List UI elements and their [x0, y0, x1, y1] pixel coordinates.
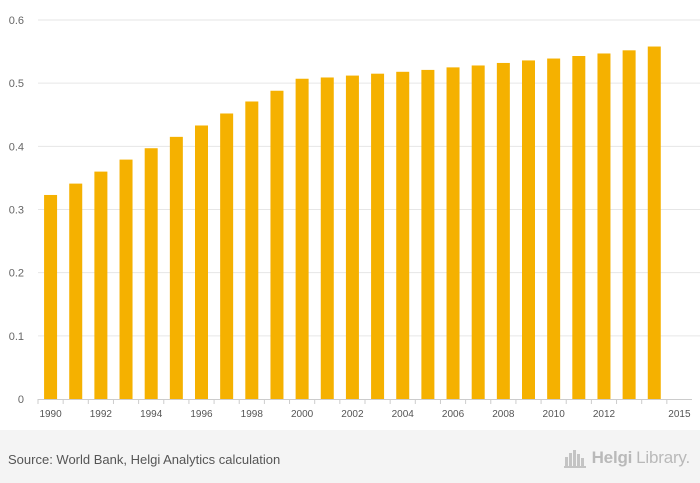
- bar-2004[interactable]: [396, 71, 410, 400]
- chart-area: 0 0.1 0.2 0.3 0.4 0.5 0.6 1990 1992 1994 1996 1998 2…: [9, 15, 700, 420]
- y-tick-label: 0.6: [9, 15, 24, 27]
- y-tick-label: 0.4: [9, 141, 24, 153]
- bar-1995[interactable]: [169, 136, 183, 399]
- x-tick-label: 1998: [241, 409, 264, 420]
- x-tick-label: 1992: [90, 409, 113, 420]
- x-tick-label: 2004: [392, 409, 415, 420]
- bar-chart: 0 0.1 0.2 0.3 0.4 0.5 0.6 1990 1992 1994 1996 1998 2…: [9, 15, 700, 420]
- bar-1994[interactable]: [144, 148, 158, 399]
- y-tick-label: 0.2: [9, 268, 24, 280]
- bar-1998[interactable]: [245, 101, 259, 400]
- bar-1997[interactable]: [220, 113, 234, 399]
- bar-2000[interactable]: [295, 78, 309, 400]
- bar-2009[interactable]: [522, 60, 535, 399]
- bar-2010[interactable]: [547, 58, 561, 399]
- x-tick-label: 1994: [140, 409, 163, 420]
- x-tick-label: 1990: [39, 409, 62, 420]
- bar-2012[interactable]: [597, 53, 611, 399]
- bar-1996[interactable]: [195, 125, 208, 399]
- bar-1990[interactable]: [44, 194, 58, 399]
- x-tick-label: 2008: [492, 409, 515, 420]
- x-tick-label: 2002: [341, 409, 364, 420]
- bar-2014[interactable]: [647, 46, 661, 399]
- bar-2011[interactable]: [572, 56, 586, 399]
- helgi-library-logo[interactable]: Helgi Library.: [563, 446, 690, 470]
- x-tick-label: 2000: [291, 409, 314, 420]
- y-tick-label: 0.5: [9, 78, 24, 90]
- bar-1999[interactable]: [270, 90, 284, 399]
- bar-1991[interactable]: [69, 183, 83, 399]
- bar-1992[interactable]: [94, 171, 108, 399]
- x-tick-label: 2012: [593, 409, 616, 420]
- y-tick-label: 0: [18, 394, 24, 406]
- city-skyline-icon: [563, 448, 588, 468]
- x-tick-label: 2006: [442, 409, 465, 420]
- bar-2006[interactable]: [446, 67, 460, 399]
- x-tick-label: 2015: [668, 409, 691, 420]
- footer: Source: World Bank, Helgi Analytics calc…: [0, 430, 700, 483]
- bar-2008[interactable]: [496, 62, 510, 399]
- brand-name-strong: Helgi: [591, 448, 633, 467]
- brand-name-light: Library.: [636, 448, 690, 467]
- x-tick-label: 2010: [543, 409, 566, 420]
- y-tick-label: 0.3: [9, 205, 24, 217]
- bar-2007[interactable]: [471, 65, 485, 399]
- bar-2003[interactable]: [371, 73, 385, 400]
- bar-1993[interactable]: [119, 159, 133, 399]
- bar-2005[interactable]: [421, 69, 435, 399]
- bar-2002[interactable]: [345, 75, 359, 399]
- bar-2001[interactable]: [320, 77, 334, 400]
- source-note: Source: World Bank, Helgi Analytics calc…: [8, 452, 281, 467]
- y-tick-label: 0.1: [9, 331, 24, 343]
- bar-2013[interactable]: [622, 50, 636, 399]
- x-tick-label: 1996: [190, 409, 213, 420]
